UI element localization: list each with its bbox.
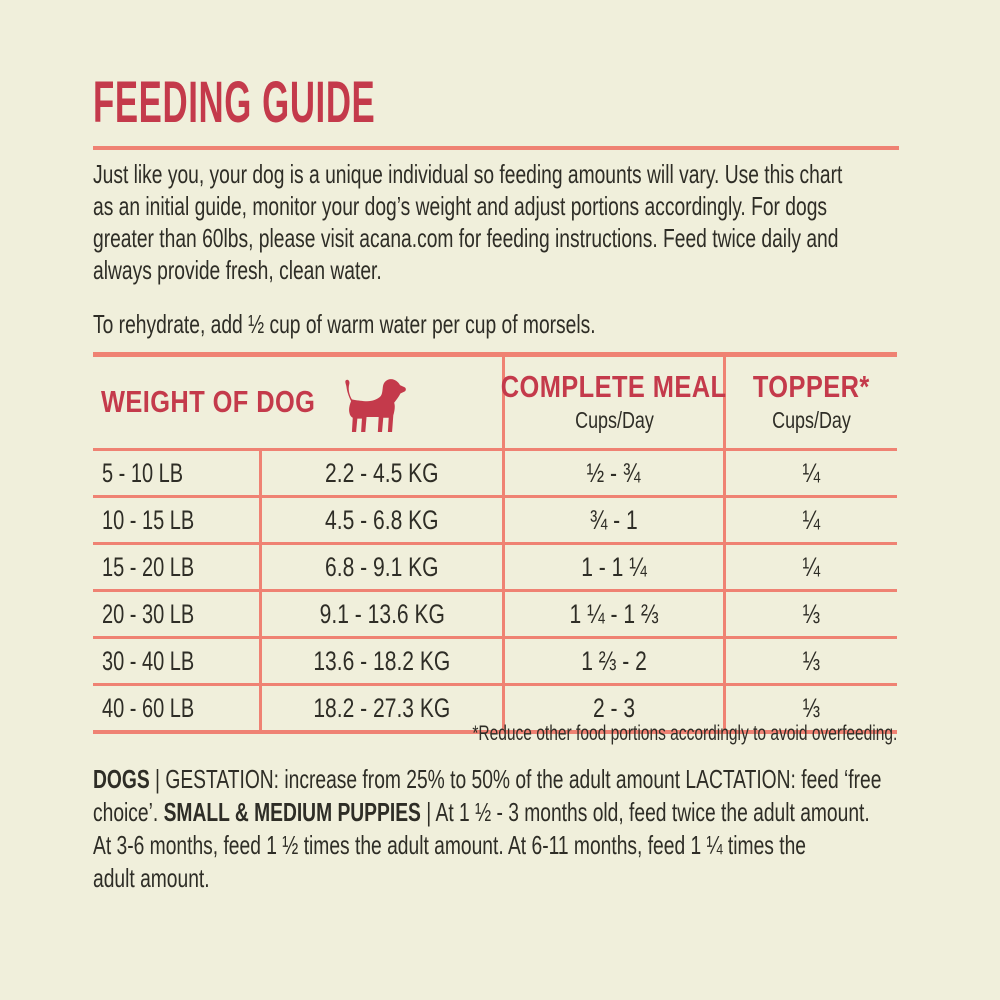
intro-line: always provide fresh, clean water. [93,255,382,285]
rehydrate-note: To rehydrate, add ½ cup of warm water pe… [93,309,596,339]
lb-cell: 40 - 60 LB [102,692,195,723]
table-row: 40 - 60 LB 18.2 - 27.3 KG 2 - 3 ⅓ [93,683,897,730]
feeding-notes-paragraph: DOGS | GESTATION: increase from 25% to 5… [93,763,1000,895]
topper-cell: ⅓ [723,592,897,636]
lb-cell: 30 - 40 LB [102,645,195,676]
page-title: FEEDING GUIDE [93,70,376,135]
lb-cell: 5 - 10 LB [102,457,184,488]
topper-cell: ⅓ [723,639,897,683]
meal-cell: 1 ⅔ - 2 [502,639,723,683]
kg-cell: 9.1 - 13.6 KG [259,592,502,636]
table-header-row: WEIGHT OF DOG COMPLETE MEAL Cups/Day TOP… [93,357,897,448]
kg-cell: 2.2 - 4.5 KG [259,451,502,495]
table-row: 15 - 20 LB 6.8 - 9.1 KG 1 - 1 ¼ ¼ [93,542,897,589]
lb-cell: 15 - 20 LB [102,551,195,582]
meal-cell: 1 - 1 ¼ [502,545,723,589]
topper-cell: ⅓ [723,686,897,730]
intro-line: as an initial guide, monitor your dog’s … [93,191,828,221]
feeding-notes-line: DOGS | GESTATION: increase from 25% to 5… [93,764,882,794]
kg-cell: 13.6 - 18.2 KG [259,639,502,683]
title-divider [93,146,899,150]
meal-cell: ½ - ¾ [502,451,723,495]
topper-cell: ¼ [723,451,897,495]
dog-silhouette-icon [345,379,406,433]
topper-header-cell: TOPPER* Cups/Day [723,357,897,448]
topper-units: Cups/Day [772,406,851,433]
meal-cell: 2 - 3 [502,686,723,730]
feeding-notes-line: At 3-6 months, feed 1 ½ times the adult … [93,830,806,860]
feeding-notes-line: adult amount. [93,863,210,893]
lb-cell: 20 - 30 LB [102,598,195,629]
intro-line: greater than 60lbs, please visit acana.c… [93,223,839,253]
kg-cell: 18.2 - 27.3 KG [259,686,502,730]
complete-meal-label: COMPLETE MEAL [501,369,727,405]
weight-of-dog-header-cell: WEIGHT OF DOG [93,357,502,448]
complete-meal-units: Cups/Day [574,406,654,433]
topper-label: TOPPER* [753,369,870,405]
complete-meal-header-cell: COMPLETE MEAL Cups/Day [501,357,726,448]
feeding-table: WEIGHT OF DOG COMPLETE MEAL Cups/Day TOP… [93,352,897,734]
table-row: 10 - 15 LB 4.5 - 6.8 KG ¾ - 1 ¼ [93,495,897,542]
weight-of-dog-label: WEIGHT OF DOG [101,384,316,420]
kg-cell: 4.5 - 6.8 KG [259,498,502,542]
meal-cell: 1 ¼ - 1 ⅔ [502,592,723,636]
topper-cell: ¼ [723,498,897,542]
table-footnote: *Reduce other food portions accordingly … [471,722,897,745]
table-row: 5 - 10 LB 2.2 - 4.5 KG ½ - ¾ ¼ [93,448,897,495]
table-row: 30 - 40 LB 13.6 - 18.2 KG 1 ⅔ - 2 ⅓ [93,636,897,683]
feeding-notes-line: choice’. SMALL & MEDIUM PUPPIES | At 1 ½… [93,797,870,827]
topper-cell: ¼ [723,545,897,589]
lb-cell: 10 - 15 LB [102,504,195,535]
intro-paragraph: Just like you, your dog is a unique indi… [93,158,1000,286]
table-row: 20 - 30 LB 9.1 - 13.6 KG 1 ¼ - 1 ⅔ ⅓ [93,589,897,636]
intro-line: Just like you, your dog is a unique indi… [93,159,843,189]
meal-cell: ¾ - 1 [502,498,723,542]
kg-cell: 6.8 - 9.1 KG [259,545,502,589]
